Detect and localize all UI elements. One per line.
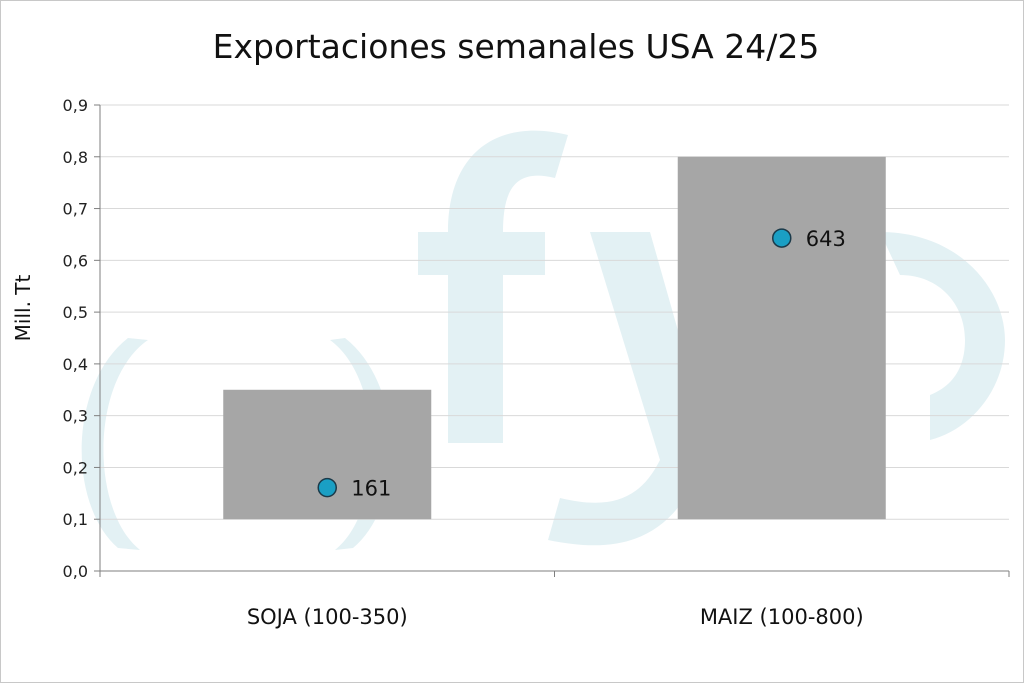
data-point <box>317 477 337 498</box>
x-category-label: MAIZ (100-800) <box>700 605 864 629</box>
range-bar <box>677 156 886 520</box>
y-tick-label: 0,4 <box>63 355 88 374</box>
data-label: 161 <box>351 477 391 501</box>
y-tick-label: 0,5 <box>63 303 88 322</box>
y-tick-label: 0,9 <box>63 96 88 115</box>
y-tick-label: 0,1 <box>63 510 88 529</box>
y-tick-label: 0,6 <box>63 251 88 270</box>
x-category-label: SOJA (100-350) <box>247 605 408 629</box>
range-bars <box>223 156 886 520</box>
axes: 0,0 0,1 0,2 0,3 0,4 0,5 0,6 0,7 0,8 0,9 SOJA (100-… <box>63 96 1010 629</box>
y-tick-label: 0,8 <box>63 148 88 167</box>
chart-title: Exportaciones semanales USA 24/25 <box>213 27 820 66</box>
y-tick-label: 0,7 <box>63 200 88 219</box>
data-label: 643 <box>806 227 846 251</box>
data-point <box>772 228 792 248</box>
y-tick-label: 0,3 <box>63 407 88 426</box>
watermark-letter-f <box>418 130 568 443</box>
y-axis-label: Mill. Tt <box>11 274 35 341</box>
data-points: 161 643 <box>317 227 846 501</box>
range-bar <box>223 389 432 520</box>
watermark-letter-o <box>880 232 1005 440</box>
y-tick-label: 0,2 <box>63 458 88 477</box>
y-tick-label: 0,0 <box>63 562 88 581</box>
watermark-left-bracket <box>81 338 148 550</box>
